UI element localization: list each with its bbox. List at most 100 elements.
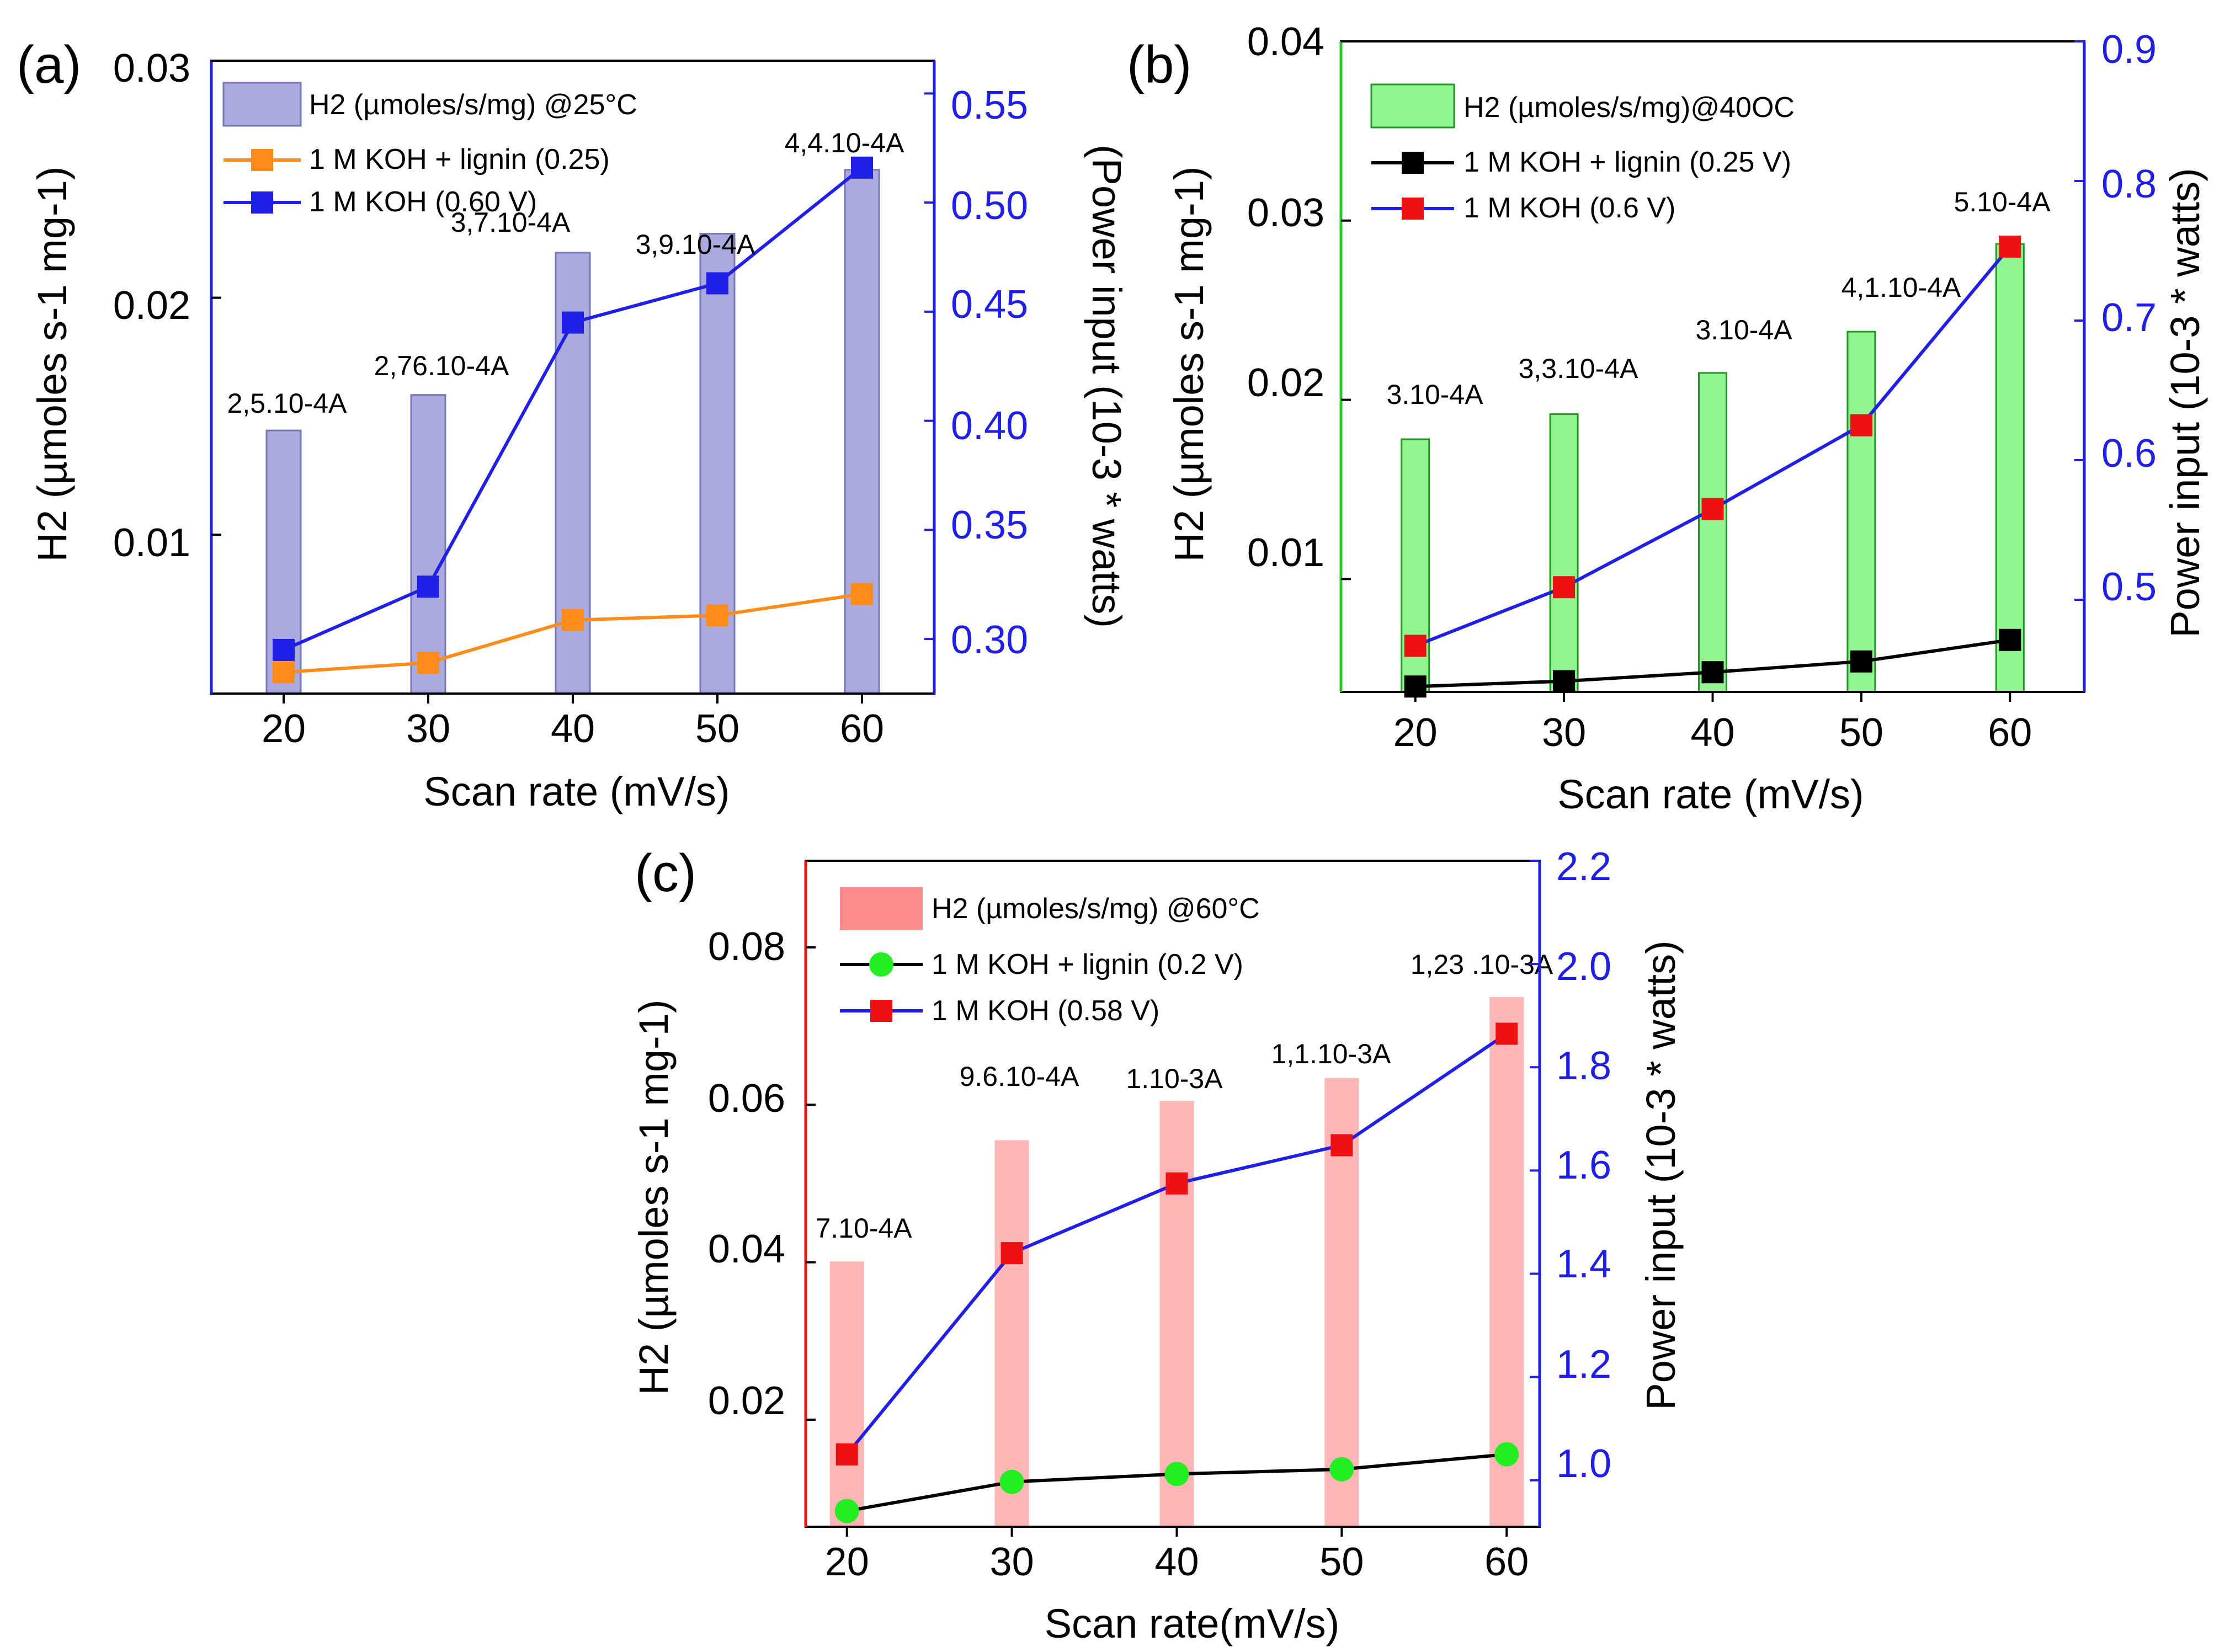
panel-a-x-axis-label: Scan rate (mV/s) xyxy=(423,769,730,814)
panel-a-annotation: 4,4.10-4A xyxy=(785,127,904,158)
data-point xyxy=(1553,576,1576,599)
x-tick-label: 30 xyxy=(1542,711,1586,755)
panel-b-y2-tick-label: 0.8 xyxy=(2101,162,2157,206)
legend-marker xyxy=(251,191,273,214)
panel-a-y2-tick-labels: 0.55 0.50 0.45 0.40 0.35 0.30 xyxy=(951,83,1028,662)
panel-b-y-tick-label: 0.02 xyxy=(1247,361,1324,405)
panel-b-annotation: 3,3.10-4A xyxy=(1519,353,1638,384)
legend-marker xyxy=(870,1000,892,1022)
x-tick-label: 50 xyxy=(695,707,739,751)
data-point xyxy=(1701,498,1724,520)
panel-a-y2-tick-label: 0.40 xyxy=(951,404,1028,448)
panel-a-y2-axis-label: (Power input (10-3 * watts) xyxy=(1084,145,1130,628)
data-point xyxy=(1330,1134,1353,1157)
bar xyxy=(410,394,446,695)
panel-b-y2-axis-label: Power input (10-3 * watts) xyxy=(2162,168,2208,637)
panel-c-y2-tick-label: 1.8 xyxy=(1556,1044,1611,1088)
panel-c-annotation: 9.6.10-4A xyxy=(960,1061,1079,1092)
data-point xyxy=(706,272,728,295)
panel-b: (b) 0.04 0.03 0.02 0.01 0.9 0.8 0.7 0.6 … xyxy=(1127,20,2208,817)
data-point xyxy=(1164,1462,1189,1486)
data-point xyxy=(562,609,584,631)
bar xyxy=(1489,996,1524,1527)
x-tick-label: 60 xyxy=(840,707,884,751)
panel-c-annotation: 1.10-3A xyxy=(1126,1063,1223,1094)
x-tick-label: 20 xyxy=(262,707,306,751)
panel-b-annotation: 5.10-4A xyxy=(1954,186,2051,217)
panel-a-label: (a) xyxy=(17,35,81,94)
panel-a-y2-tick-label: 0.55 xyxy=(951,83,1028,127)
panel-b-y2-tick-label: 0.5 xyxy=(2101,565,2157,609)
legend-label: 1 M KOH (0.60 V) xyxy=(309,186,537,218)
data-point xyxy=(851,583,873,605)
legend-marker xyxy=(1402,198,1424,220)
legend-swatch xyxy=(840,887,923,930)
panel-b-y-tick-labels: 0.04 0.03 0.02 0.01 xyxy=(1247,20,1324,575)
panel-b-y-tick-label: 0.03 xyxy=(1247,191,1324,235)
x-tick-label: 40 xyxy=(1690,711,1734,755)
bar xyxy=(844,169,880,695)
data-point xyxy=(834,1499,859,1523)
data-point xyxy=(999,1469,1024,1494)
data-point xyxy=(1701,661,1724,684)
bar xyxy=(994,1140,1029,1527)
bar xyxy=(829,1261,864,1527)
data-point xyxy=(1999,235,2021,258)
legend-label: 1 M KOH + lignin (0.25 V) xyxy=(1463,146,1791,178)
panel-c-annotation: 1,1.10-3A xyxy=(1271,1038,1391,1069)
panel-b-x-axis-label: Scan rate (mV/s) xyxy=(1557,771,1864,817)
legend-marker xyxy=(251,149,273,171)
data-point xyxy=(1329,1457,1354,1482)
panel-a: (a) 0.03 0.02 0.01 0.55 0.50 0.45 0.40 0… xyxy=(17,35,1130,814)
legend-label: H2 (µmoles/s/mg) @25°C xyxy=(309,89,637,121)
panel-c-y-tick-label: 0.04 xyxy=(708,1227,785,1271)
panel-c-x-axis-label: Scan rate(mV/s) xyxy=(1045,1601,1340,1646)
panel-c-y2-tick-label: 1.6 xyxy=(1556,1143,1611,1187)
panel-b-y2-tick-labels: 0.9 0.8 0.7 0.6 0.5 xyxy=(2101,28,2157,609)
panel-c-y2-tick-label: 1.4 xyxy=(1556,1242,1611,1286)
panel-a-y-tick-label: 0.01 xyxy=(113,521,190,565)
data-point xyxy=(273,638,295,661)
data-point xyxy=(1494,1442,1519,1467)
x-tick-label: 60 xyxy=(1484,1540,1529,1584)
panel-c-y2-tick-label: 1.0 xyxy=(1556,1442,1611,1486)
legend-label: 1 M KOH + lignin (0.25) xyxy=(309,143,610,175)
legend-swatch xyxy=(1370,83,1455,129)
panel-c-y2-tick-label: 2.2 xyxy=(1556,845,1611,889)
panel-b-annotation: 3.10-4A xyxy=(1695,315,1792,345)
panel-c-y2-tick-label: 2.0 xyxy=(1556,945,1611,989)
panel-c-y-tick-label: 0.06 xyxy=(708,1077,785,1121)
x-tick-label: 50 xyxy=(1319,1540,1364,1584)
data-point xyxy=(1000,1242,1023,1265)
panel-a-legend: H2 (µmoles/s/mg) @25°C 1 M KOH + lignin … xyxy=(222,82,637,218)
panel-a-y2-tick-label: 0.35 xyxy=(951,503,1028,547)
data-point xyxy=(273,661,295,684)
panel-a-y2-tick-label: 0.45 xyxy=(951,283,1028,327)
data-point xyxy=(1553,670,1576,692)
legend-label: H2 (µmoles/s/mg) @60°C xyxy=(932,893,1260,925)
panel-a-y-tick-labels: 0.03 0.02 0.01 xyxy=(113,46,190,565)
data-point xyxy=(417,575,439,598)
x-tick-label: 30 xyxy=(406,707,450,751)
x-tick-label: 60 xyxy=(1988,711,2032,755)
panel-c: (c) 0.02 0.04 0.06 0.08 1.0 1.2 1.4 1.6 … xyxy=(631,844,1684,1646)
panel-b-y2-tick-label: 0.6 xyxy=(2101,431,2157,476)
legend-label: 1 M KOH + lignin (0.2 V) xyxy=(932,948,1243,980)
panel-c-y-tick-labels: 0.02 0.04 0.06 0.08 xyxy=(708,925,785,1423)
legend-label: 1 M KOH (0.6 V) xyxy=(1463,192,1675,224)
x-tick-label: 20 xyxy=(825,1540,869,1584)
bar xyxy=(1995,243,2025,693)
panel-c-y-tick-label: 0.08 xyxy=(708,925,785,969)
x-tick-label: 30 xyxy=(990,1540,1034,1584)
data-point xyxy=(417,652,439,674)
data-point xyxy=(1999,628,2021,651)
bar xyxy=(1698,372,1727,693)
bar xyxy=(1159,1101,1194,1527)
data-point xyxy=(706,604,728,627)
panel-b-annotation: 3.10-4A xyxy=(1386,379,1483,410)
data-point xyxy=(1404,635,1427,657)
panel-b-annotation: 4,1.10-4A xyxy=(1842,272,1961,303)
panel-b-legend: H2 (µmoles/s/mg)@40OC 1 M KOH + lignin (… xyxy=(1370,83,1795,224)
data-point xyxy=(1165,1172,1188,1195)
